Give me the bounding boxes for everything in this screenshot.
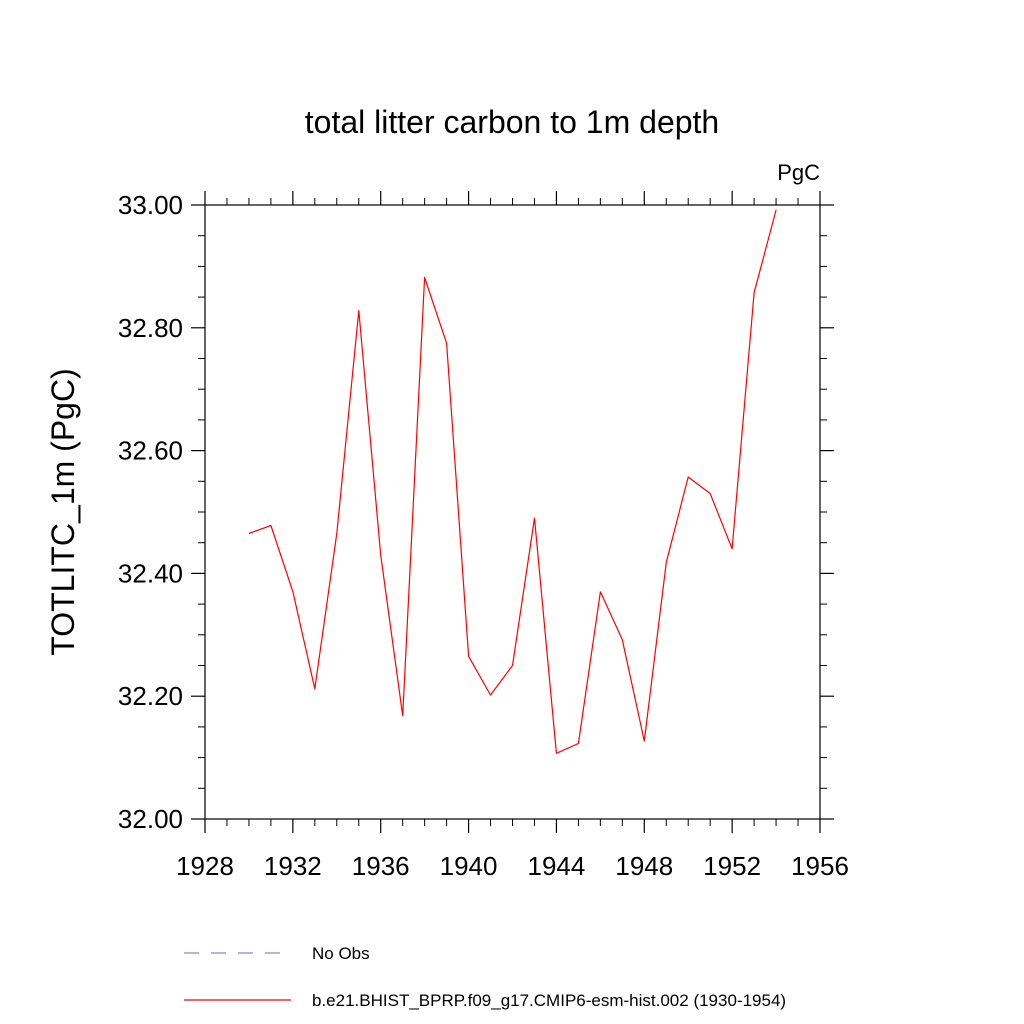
series-line <box>248 209 777 754</box>
y-tick-label: 32.40 <box>118 558 183 588</box>
y-tick-labels: 32.00 32.20 32.40 32.60 32.80 33.00 <box>118 190 183 834</box>
x-tick-label: 1936 <box>352 851 410 881</box>
y-tick-label: 32.00 <box>118 804 183 834</box>
legend-label: b.e21.BHIST_BPRP.f09_g17.CMIP6-esm-hist.… <box>312 991 786 1010</box>
y-tick-label: 32.60 <box>118 436 183 466</box>
y-tick-label: 33.00 <box>118 190 183 220</box>
x-tick-label: 1932 <box>264 851 322 881</box>
x-tick-label: 1940 <box>440 851 498 881</box>
plot-frame <box>204 204 821 820</box>
x-tick-label: 1956 <box>791 851 849 881</box>
series-group <box>248 209 777 754</box>
units-label: PgC <box>777 160 820 185</box>
y-tick-label: 32.20 <box>118 681 183 711</box>
legend: No Obs b.e21.BHIST_BPRP.f09_g17.CMIP6-esm… <box>184 944 786 1010</box>
legend-label: No Obs <box>312 944 370 963</box>
y-tick-label: 32.80 <box>118 313 183 343</box>
y-axis-label: TOTLITC_1m (PgC) <box>45 368 81 655</box>
x-tick-label: 1944 <box>528 851 586 881</box>
major-ticks <box>191 191 834 833</box>
minor-ticks <box>198 198 827 826</box>
x-tick-labels: 1928 1932 1936 1940 1944 1948 1952 1956 <box>176 851 849 881</box>
x-tick-label: 1952 <box>703 851 761 881</box>
chart-title: total litter carbon to 1m depth <box>305 104 719 140</box>
x-tick-label: 1928 <box>176 851 234 881</box>
x-tick-label: 1948 <box>615 851 673 881</box>
